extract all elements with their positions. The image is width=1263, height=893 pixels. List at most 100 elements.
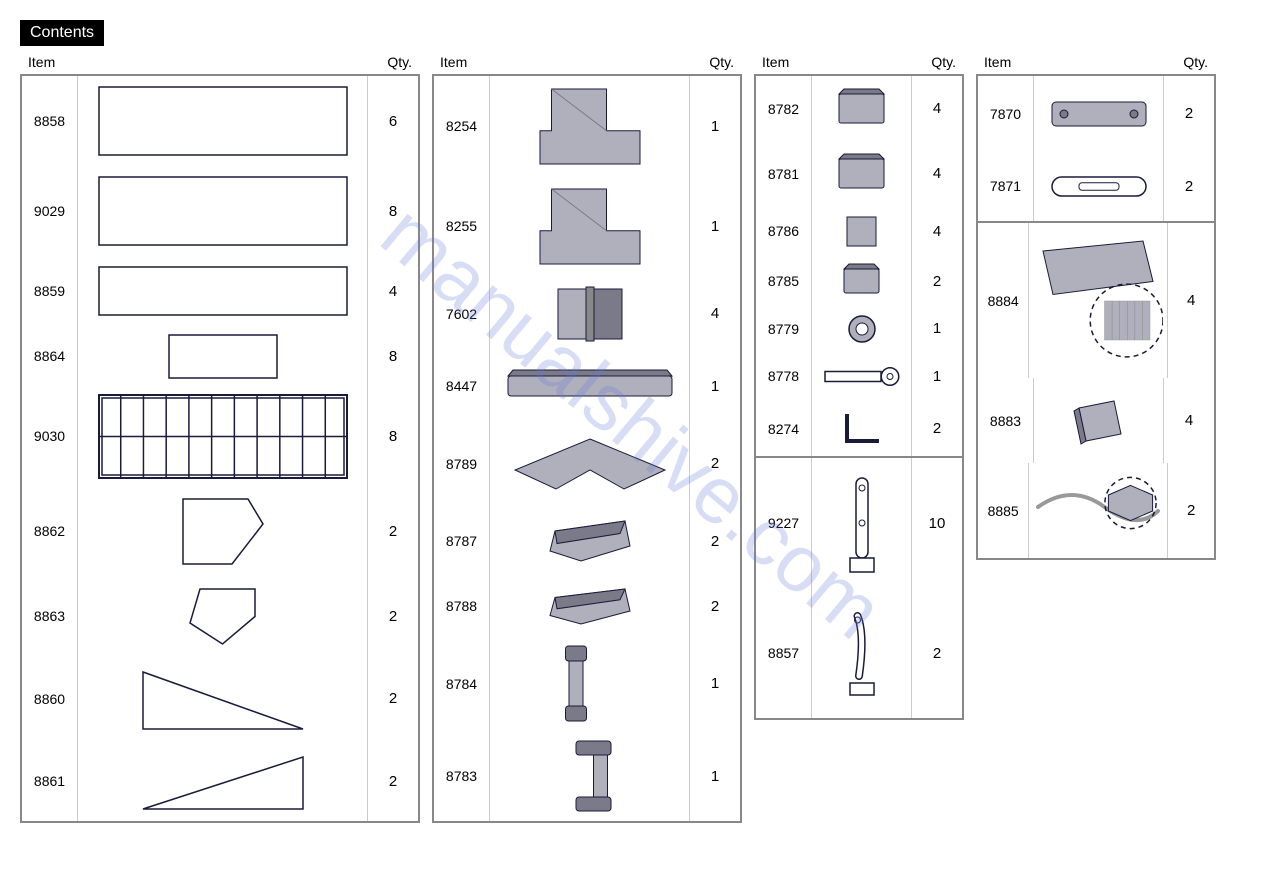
header-item-label: Item bbox=[984, 54, 1011, 70]
item-qty: 1 bbox=[689, 351, 740, 421]
table-group: 92271088572 bbox=[756, 456, 962, 718]
item-number: 8789 bbox=[434, 421, 490, 506]
item-number: 8861 bbox=[22, 741, 78, 821]
table-row: 82541 bbox=[434, 76, 740, 176]
table-row: 7602 4 bbox=[434, 276, 740, 351]
column-header: Item Qty. bbox=[754, 54, 964, 74]
table-row: 8859 4 bbox=[22, 256, 418, 326]
table-group: 8254182551760248447187892878728788287841… bbox=[434, 76, 740, 821]
header-item-label: Item bbox=[762, 54, 789, 70]
table-row: 87882 bbox=[434, 576, 740, 636]
part-illustration bbox=[812, 588, 911, 718]
table-row: 8447 1 bbox=[434, 351, 740, 421]
part-illustration bbox=[1034, 76, 1163, 151]
item-qty: 8 bbox=[367, 326, 418, 386]
part-illustration bbox=[78, 76, 367, 166]
item-qty: 4 bbox=[689, 276, 740, 351]
item-number: 8782 bbox=[756, 76, 812, 141]
part-illustration bbox=[812, 256, 911, 306]
item-number: 8254 bbox=[434, 76, 490, 176]
item-qty: 6 bbox=[367, 76, 418, 166]
part-illustration bbox=[812, 306, 911, 351]
table-row: 78702 bbox=[978, 76, 1214, 151]
item-number: 8783 bbox=[434, 731, 490, 821]
part-illustration bbox=[1029, 463, 1167, 558]
item-number: 7871 bbox=[978, 151, 1034, 221]
item-qty: 2 bbox=[1163, 76, 1214, 151]
parts-column: ItemQty.82541825517602484471878928787287… bbox=[432, 54, 742, 823]
part-illustration bbox=[490, 76, 689, 176]
item-number: 8787 bbox=[434, 506, 490, 576]
item-number: 7602 bbox=[434, 276, 490, 351]
column-header: Item Qty. bbox=[976, 54, 1216, 74]
item-number: 8447 bbox=[434, 351, 490, 421]
table-row: 88602 bbox=[22, 656, 418, 741]
part-illustration bbox=[78, 326, 367, 386]
table-row: 8786 4 bbox=[756, 206, 962, 256]
parts-column: ItemQty.7870278712888448883488852 bbox=[976, 54, 1216, 560]
table-row: 88572 bbox=[756, 588, 962, 718]
item-qty: 4 bbox=[911, 141, 962, 206]
item-number: 8781 bbox=[756, 141, 812, 206]
table-row: 78712 bbox=[978, 151, 1214, 221]
part-illustration bbox=[1029, 223, 1167, 378]
part-illustration bbox=[812, 76, 911, 141]
item-qty: 8 bbox=[367, 166, 418, 256]
part-illustration bbox=[1034, 151, 1163, 221]
header-qty-label: Qty. bbox=[931, 54, 956, 70]
item-qty: 2 bbox=[367, 656, 418, 741]
item-qty: 1 bbox=[911, 306, 962, 351]
item-number: 8883 bbox=[978, 378, 1034, 463]
table-row: 87791 bbox=[756, 306, 962, 351]
table-group: 7870278712 bbox=[978, 76, 1214, 221]
item-number: 8885 bbox=[978, 463, 1029, 558]
item-qty: 4 bbox=[1167, 223, 1214, 378]
item-number: 8884 bbox=[978, 223, 1029, 378]
parts-table: 8858690298885948864890308886228863288602… bbox=[20, 74, 420, 823]
item-number: 8786 bbox=[756, 206, 812, 256]
item-number: 8785 bbox=[756, 256, 812, 306]
item-number: 8858 bbox=[22, 76, 78, 166]
part-illustration bbox=[1034, 378, 1163, 463]
item-qty: 1 bbox=[689, 636, 740, 731]
item-qty: 2 bbox=[911, 588, 962, 718]
column-header: ItemQty. bbox=[432, 54, 742, 74]
table-row: 87892 bbox=[434, 421, 740, 506]
item-qty: 2 bbox=[911, 256, 962, 306]
item-qty: 1 bbox=[689, 176, 740, 276]
table-row: 87781 bbox=[756, 351, 962, 401]
part-illustration bbox=[78, 656, 367, 741]
table-row: 8858 6 bbox=[22, 76, 418, 166]
table-row: 8781 4 bbox=[756, 141, 962, 206]
item-qty: 1 bbox=[911, 351, 962, 401]
table-row: 922710 bbox=[756, 458, 962, 588]
part-illustration bbox=[812, 458, 911, 588]
table-group: 87824878148786487852877918778182742 bbox=[756, 76, 962, 456]
table-row: 87872 bbox=[434, 506, 740, 576]
item-number: 9227 bbox=[756, 458, 812, 588]
item-qty: 4 bbox=[911, 206, 962, 256]
part-illustration bbox=[78, 576, 367, 656]
part-illustration bbox=[490, 351, 689, 421]
header-qty-label: Qty. bbox=[387, 54, 412, 70]
part-illustration bbox=[490, 421, 689, 506]
item-number: 8274 bbox=[756, 401, 812, 456]
item-qty: 2 bbox=[367, 741, 418, 821]
part-illustration bbox=[490, 576, 689, 636]
item-number: 8859 bbox=[22, 256, 78, 326]
parts-columns: ItemQty.88586902988859488648903088862288… bbox=[20, 54, 1243, 823]
parts-table: 8254182551760248447187892878728788287841… bbox=[432, 74, 742, 823]
table-row: 8864 8 bbox=[22, 326, 418, 386]
header-qty-label: Qty. bbox=[1183, 54, 1208, 70]
item-qty: 4 bbox=[367, 256, 418, 326]
table-group: 8858690298885948864890308886228863288602… bbox=[22, 76, 418, 821]
item-qty: 1 bbox=[689, 731, 740, 821]
item-number: 9029 bbox=[22, 166, 78, 256]
item-number: 8864 bbox=[22, 326, 78, 386]
part-illustration bbox=[490, 176, 689, 276]
parts-column: ItemQty.88586902988859488648903088862288… bbox=[20, 54, 420, 823]
table-row: 82742 bbox=[756, 401, 962, 456]
contents-title: Contents bbox=[20, 20, 104, 46]
table-group: 888448883488852 bbox=[978, 221, 1214, 558]
item-number: 9030 bbox=[22, 386, 78, 486]
